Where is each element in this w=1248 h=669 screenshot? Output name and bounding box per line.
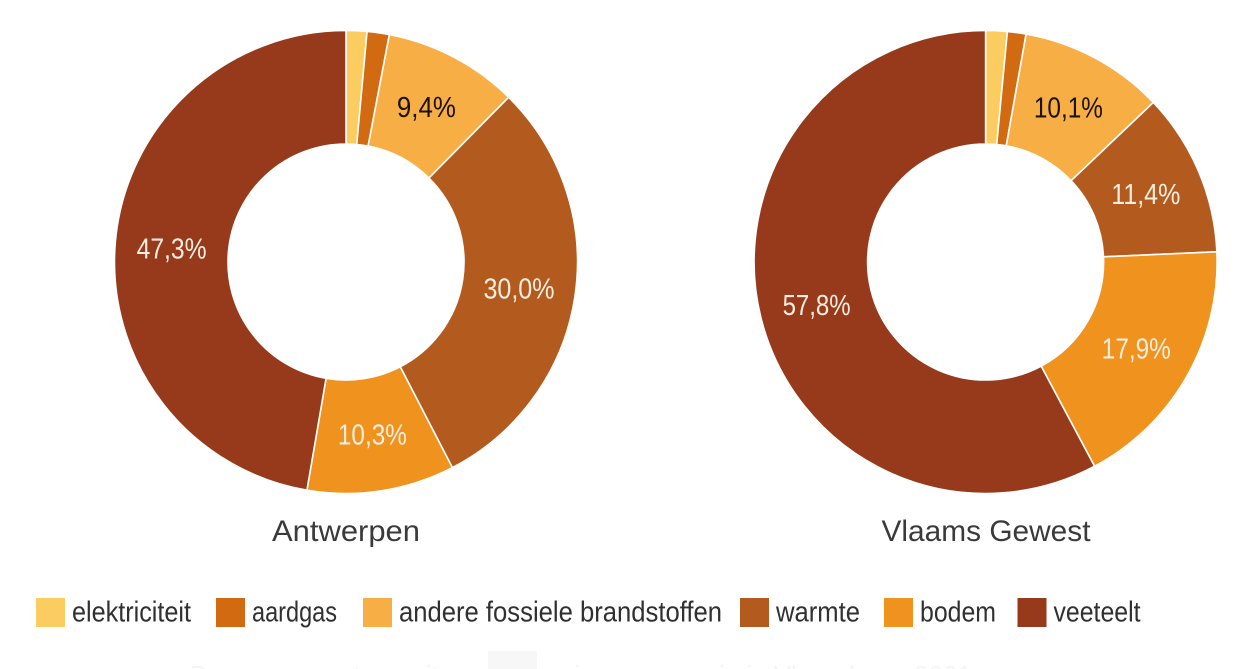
svg-text:Vlaams Gewest: Vlaams Gewest [882, 515, 1092, 548]
svg-text:aardgas: aardgas [252, 597, 337, 629]
svg-text:bodem: bodem [920, 597, 996, 629]
svg-text:9,4%: 9,4% [397, 92, 456, 124]
svg-text:veeteelt: veeteelt [1054, 597, 1141, 629]
svg-text:57,8%: 57,8% [783, 290, 851, 322]
svg-text:30,0%: 30,0% [484, 274, 555, 306]
svg-text:warmte: warmte [775, 597, 860, 629]
svg-text:elektriciteit: elektriciteit [72, 597, 191, 629]
svg-text:10,1%: 10,1% [1034, 93, 1103, 125]
svg-text:10,3%: 10,3% [338, 419, 407, 451]
svg-text:andere fossiele brandstoffen: andere fossiele brandstoffen [399, 597, 722, 629]
svg-text:11,4%: 11,4% [1111, 179, 1180, 211]
svg-text:47,3%: 47,3% [137, 234, 207, 266]
svg-text:Antwerpen: Antwerpen [272, 515, 420, 548]
svg-text:Bron: gemeentemonitor, verwarm: Bron: gemeentemonitor, verwarming en ene… [190, 660, 972, 669]
svg-text:17,9%: 17,9% [1102, 334, 1171, 366]
